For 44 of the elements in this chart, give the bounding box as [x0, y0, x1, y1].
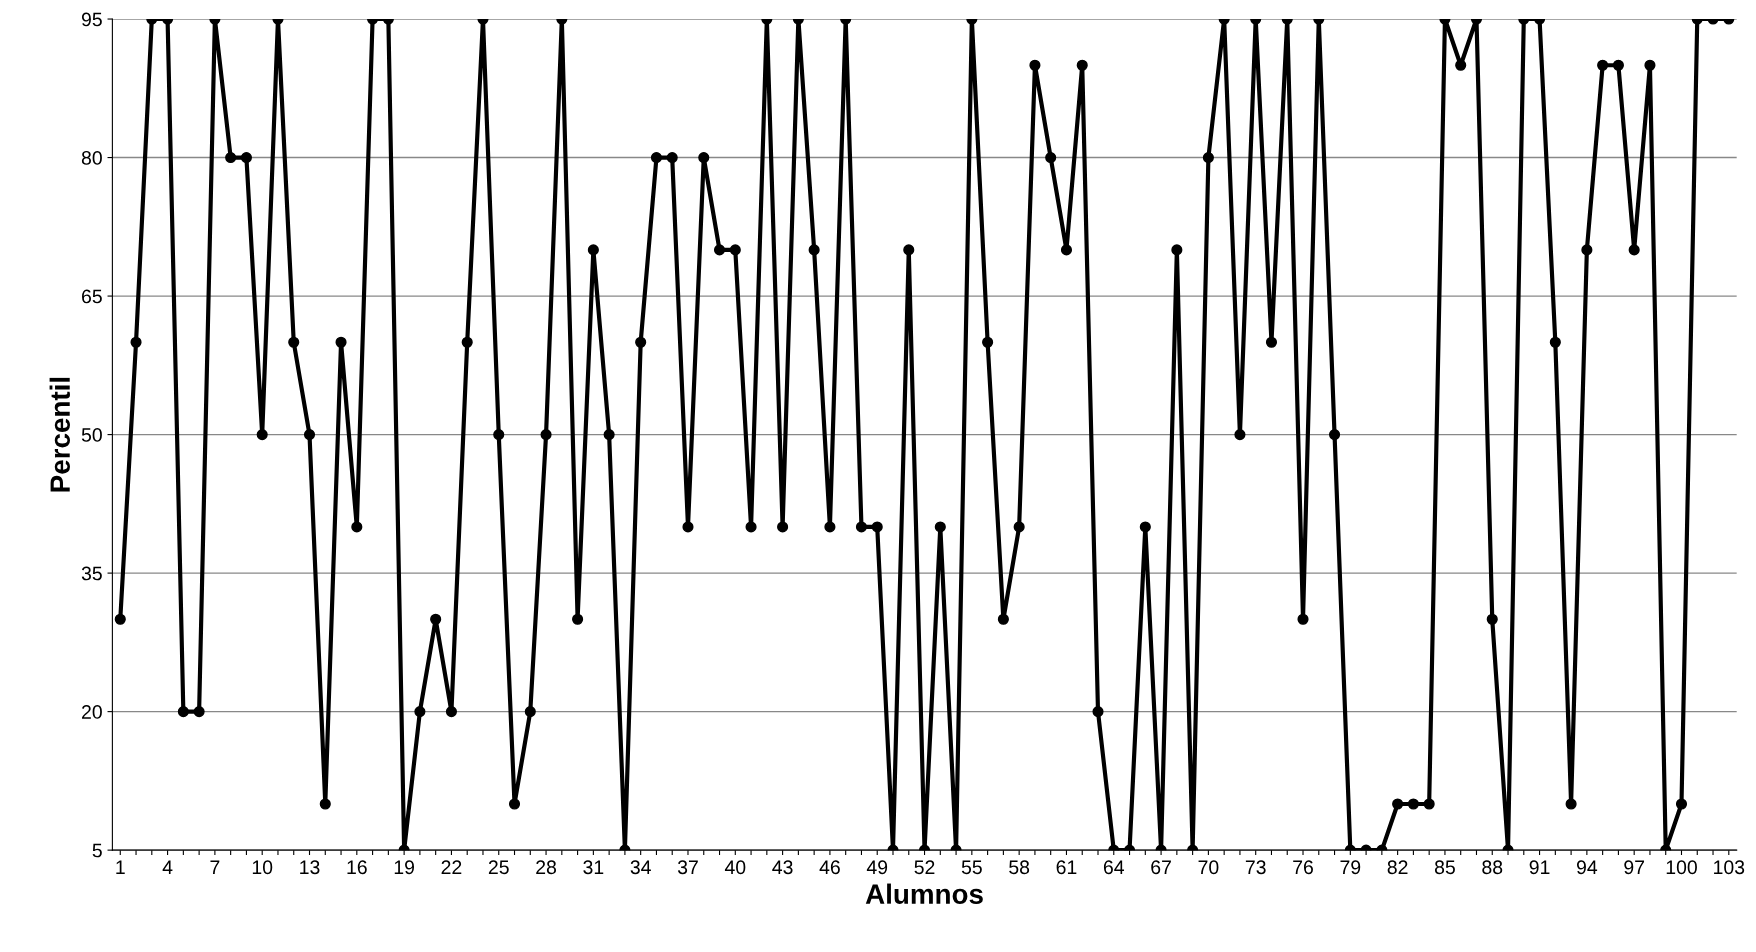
y-tick-label: 80 [81, 151, 102, 165]
y-tick-label: 95 [81, 12, 102, 27]
x-tick-label: 1 [116, 860, 125, 874]
x-tick-label: 13 [300, 860, 320, 875]
x-tick-label: 28 [536, 860, 557, 875]
x-tick-label: 37 [677, 860, 698, 875]
x-tick-label: 31 [583, 860, 604, 875]
x-tick-label: 94 [1576, 860, 1598, 875]
x-tick-label: 43 [772, 860, 793, 875]
y-tick-label: 20 [82, 705, 102, 719]
x-tick-label: 19 [394, 860, 415, 875]
x-tick-label: 61 [1056, 860, 1077, 875]
x-tick-label: 73 [1245, 860, 1266, 875]
x-tick-label: 58 [1009, 860, 1030, 875]
y-tick-label: 5 [92, 843, 102, 858]
x-tick-label: 85 [1434, 860, 1455, 875]
x-tick-label: 25 [488, 860, 509, 875]
x-tick-label: 76 [1293, 860, 1313, 875]
x-tick-label: 64 [1103, 860, 1125, 875]
y-tick-label: 50 [81, 428, 102, 442]
x-tick-label: 100 [1666, 860, 1697, 875]
x-tick-label: 34 [630, 860, 651, 875]
x-tick-label: 88 [1482, 860, 1503, 875]
x-tick-label: 97 [1624, 860, 1645, 875]
x-tick-label: 67 [1151, 860, 1171, 875]
x-tick-label: 4 [162, 860, 173, 874]
x-tick-label: 82 [1387, 860, 1408, 875]
x-tick-label: 79 [1340, 860, 1361, 875]
x-tick-label: 70 [1198, 860, 1219, 875]
x-tick-label: 10 [252, 860, 273, 875]
x-tick-label: 52 [914, 860, 935, 875]
x-tick-label: 49 [866, 860, 888, 875]
y-tick-label: 65 [82, 289, 102, 304]
x-tick-label: 40 [724, 860, 746, 875]
x-tick-label: 103 [1714, 860, 1745, 875]
x-tick-label: 7 [210, 860, 220, 874]
y-tick-label: 35 [81, 566, 102, 581]
x-tick-label: 55 [961, 860, 982, 875]
x-axis-title: Alumnos [865, 883, 983, 904]
x-tick-label: 91 [1529, 860, 1550, 875]
x-tick-label: 22 [441, 860, 462, 874]
y-axis-title: Percentil [49, 377, 70, 492]
x-tick-label: 16 [347, 860, 367, 875]
x-tick-label: 46 [819, 860, 840, 875]
